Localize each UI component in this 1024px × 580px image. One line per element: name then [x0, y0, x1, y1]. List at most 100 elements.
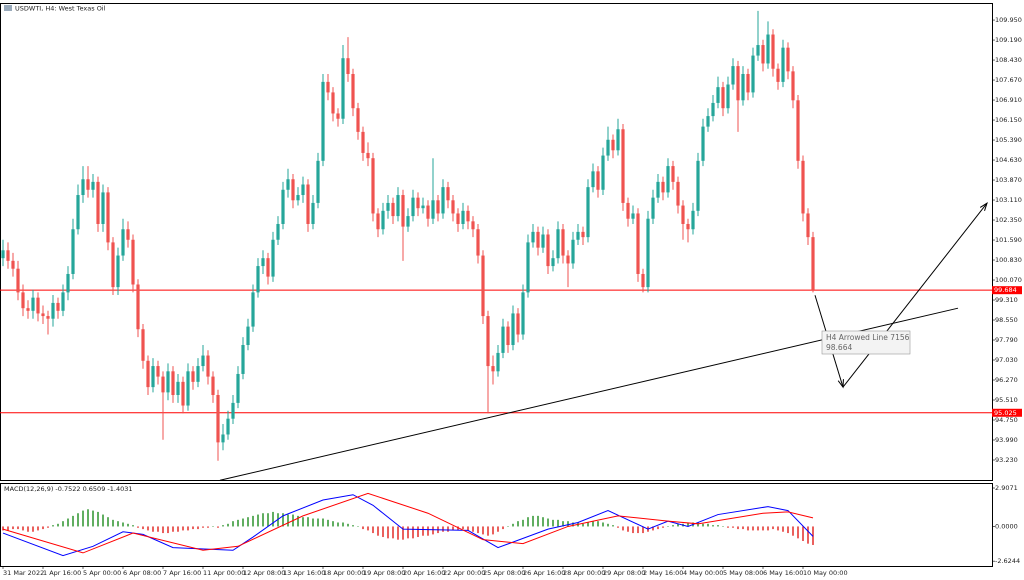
candle-body	[146, 360, 150, 388]
macd-histogram-bar	[7, 526, 9, 531]
candle-body	[111, 242, 115, 288]
macd-histogram-bar	[502, 526, 504, 530]
macd-histogram-bar	[212, 526, 214, 527]
x-tick-label: 22 Apr 00:00	[443, 569, 485, 577]
candle-body	[746, 73, 750, 93]
macd-histogram-bar	[117, 521, 119, 527]
candle-body	[51, 302, 55, 319]
macd-histogram-bar	[522, 519, 524, 527]
candle-body	[596, 171, 600, 190]
x-tick-label: 4 May 00:00	[683, 569, 723, 577]
candle-body	[441, 187, 445, 214]
macd-histogram-bar	[302, 517, 304, 527]
candle-body	[791, 71, 795, 101]
macd-histogram-bar	[737, 526, 739, 530]
candle-body	[46, 316, 50, 319]
macd-histogram-bar	[527, 517, 529, 527]
candle-body	[431, 200, 435, 219]
candle-body	[336, 113, 340, 119]
candle-body	[321, 81, 325, 161]
y-tick-label: 95.510	[995, 396, 1018, 404]
x-tick-label: 31 Mar 2022	[3, 569, 44, 577]
chart-title: USDWTI, H4: West Texas Oil	[15, 5, 106, 13]
candle-body	[301, 184, 305, 196]
macd-histogram-bar	[422, 526, 424, 536]
macd-histogram-bar	[582, 523, 584, 527]
x-tick-label: 25 Apr 08:00	[483, 569, 525, 577]
macd-histogram-bar	[202, 526, 204, 528]
y-tick-label: 108.430	[995, 56, 1022, 64]
candle-body	[616, 129, 620, 151]
macd-histogram-bar	[47, 526, 49, 528]
y-tick-label: 103.870	[995, 176, 1022, 184]
candle-body	[626, 202, 630, 219]
candle-body	[121, 229, 125, 256]
candle-body	[601, 155, 605, 190]
macd-histogram-bar	[612, 525, 614, 527]
macd-histogram-bar	[537, 515, 539, 527]
y-tick-label: 109.950	[995, 16, 1022, 24]
candle-body	[16, 268, 20, 293]
macd-histogram-bar	[542, 517, 544, 527]
macd-histogram-bar	[802, 526, 804, 542]
candle-body	[306, 184, 310, 224]
candle-body	[316, 160, 320, 203]
candle-body	[451, 200, 455, 214]
y-tick-label: 101.590	[995, 236, 1022, 244]
macd-histogram-bar	[657, 526, 659, 530]
macd-histogram-bar	[722, 526, 724, 527]
macd-histogram-bar	[572, 522, 574, 527]
macd-histogram-bar	[262, 513, 264, 527]
candle-body	[496, 352, 500, 372]
x-tick-label: 5 May 08:00	[723, 569, 763, 577]
macd-histogram-bar	[62, 521, 64, 527]
candle-body	[291, 179, 295, 201]
macd-histogram-bar	[127, 523, 129, 527]
candle-body	[156, 366, 160, 377]
candle-body	[481, 255, 485, 317]
candle-body	[571, 239, 575, 264]
x-tick-label: 11 Apr 00:00	[203, 569, 245, 577]
candle-body	[26, 308, 30, 311]
candle-body	[341, 58, 345, 119]
macd-histogram-bar	[482, 526, 484, 535]
macd-histogram-bar	[777, 526, 779, 531]
candle-body	[806, 213, 810, 238]
macd-histogram-bar	[732, 526, 734, 528]
macd-histogram-bar	[22, 526, 24, 531]
macd-histogram-bar	[57, 523, 59, 527]
macd-histogram-bar	[82, 510, 84, 527]
macd-histogram-bar	[532, 515, 534, 527]
macd-histogram-bar	[587, 522, 589, 527]
macd-histogram-bar	[442, 526, 444, 532]
macd-histogram-bar	[312, 518, 314, 527]
candle-body	[391, 202, 395, 217]
candle-body	[456, 213, 460, 224]
symbol-icon	[4, 5, 12, 11]
macd-histogram-bar	[157, 526, 159, 532]
candle-body	[96, 181, 100, 224]
macd-histogram-bar	[507, 526, 509, 527]
macd-title: MACD(12,26,9) -0.7522 0.6509 -1.4031	[4, 485, 133, 493]
macd-histogram-bar	[132, 525, 134, 527]
macd-histogram-bar	[497, 526, 499, 532]
candle-body	[136, 284, 140, 330]
macd-histogram-bar	[517, 521, 519, 527]
candle-body	[721, 87, 725, 109]
macd-histogram-bar	[182, 526, 184, 531]
macd-histogram-bar	[797, 526, 799, 539]
y-tick-label: 0.0000	[995, 522, 1018, 530]
candle-body	[566, 255, 570, 264]
macd-histogram-bar	[672, 525, 674, 527]
candle-body	[261, 258, 265, 267]
candle-body	[296, 195, 300, 201]
macd-histogram-bar	[242, 518, 244, 527]
macd-histogram-bar	[297, 515, 299, 527]
macd-histogram-bar	[637, 526, 639, 534]
candle-body	[91, 181, 95, 190]
candle-body	[1, 250, 5, 259]
macd-histogram-bar	[462, 526, 464, 530]
candle-body	[31, 297, 35, 311]
y-tick-label: 106.910	[995, 96, 1022, 104]
macd-histogram-bar	[177, 526, 179, 532]
